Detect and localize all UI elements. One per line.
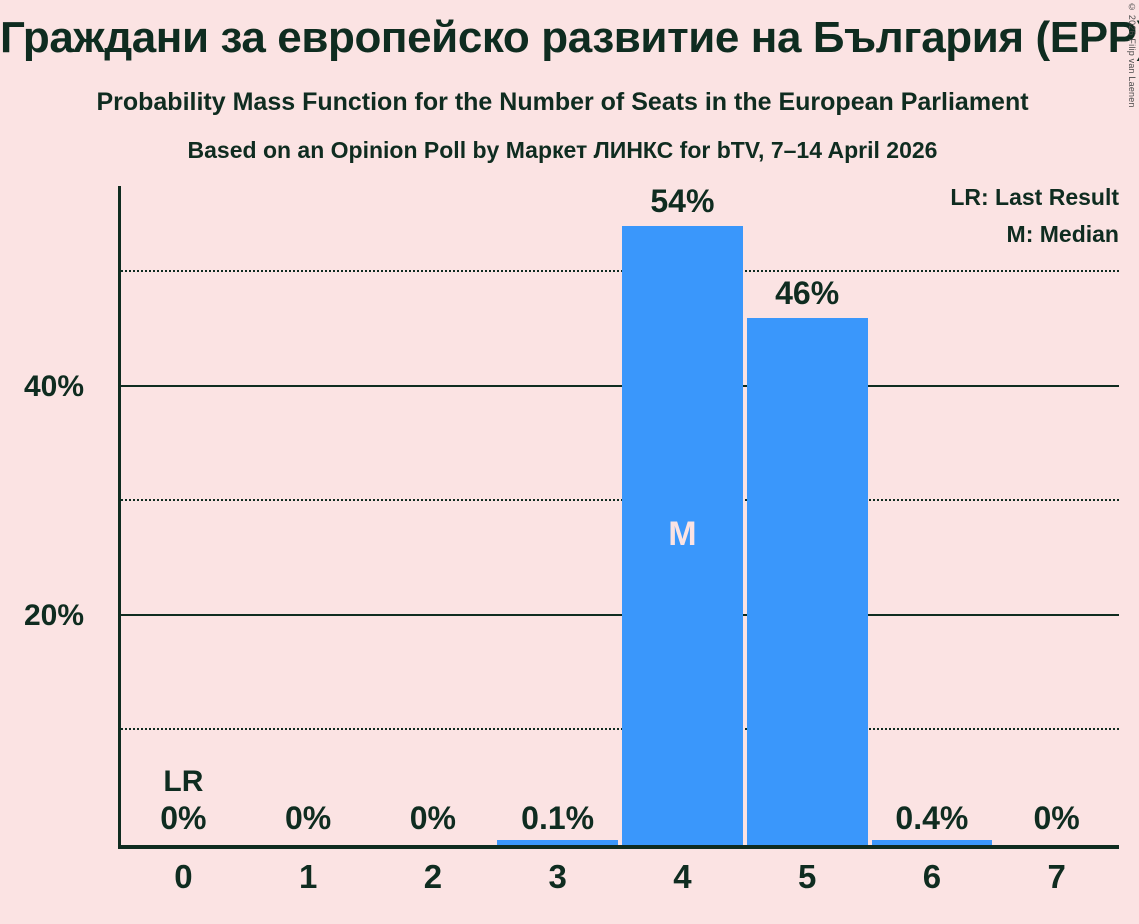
gridline-10 bbox=[118, 728, 1119, 731]
x-tick-label-0: 0 bbox=[174, 858, 193, 895]
gridline-30 bbox=[118, 499, 1119, 502]
bar-value-label-7: 0% bbox=[1033, 800, 1080, 836]
gridline-50 bbox=[118, 269, 1119, 272]
gridline-40 bbox=[118, 384, 1119, 387]
legend-item-median: M: Median bbox=[1006, 221, 1119, 247]
bar-value-label-1: 0% bbox=[285, 800, 332, 836]
plot-area: 20% 40% 0% LR 0% 0% 0.1% 54% M 46% 0.4% 0% bbox=[24, 183, 1119, 849]
chart-subtitle-source: Based on an Opinion Poll by Маркет ЛИНКС… bbox=[187, 137, 938, 163]
bar-value-label-6: 0.4% bbox=[895, 800, 969, 836]
bar-group-4[interactable]: 54% M bbox=[620, 183, 745, 845]
x-tick-label-1: 1 bbox=[298, 858, 318, 895]
last-result-marker: LR bbox=[163, 765, 204, 798]
y-axis-line bbox=[118, 186, 121, 849]
bar-group-7[interactable]: 0% bbox=[994, 186, 1119, 845]
chart-legend: LR: Last Result M: Median bbox=[950, 186, 1119, 260]
x-tick-label-5: 5 bbox=[797, 858, 817, 895]
chart-title: Граждани за европейско развитие на Бълга… bbox=[0, 13, 1139, 62]
bar-group-6[interactable]: 0.4% bbox=[870, 186, 995, 845]
bar-value-label-2: 0% bbox=[409, 800, 456, 836]
bar-group-3[interactable]: 0.1% bbox=[495, 186, 620, 845]
bar-group-1[interactable]: 0% bbox=[246, 186, 371, 845]
legend-item-last-result: LR: Last Result bbox=[950, 184, 1119, 210]
x-tick-label-7: 7 bbox=[1047, 858, 1066, 895]
copyright-notice: © 2026 Filip van Laenen bbox=[1127, 2, 1137, 108]
bar-value-label-0: 0% bbox=[160, 800, 207, 836]
x-tick-label-3: 3 bbox=[548, 858, 567, 895]
bar-value-label-4: 54% bbox=[650, 183, 715, 220]
chart-subtitle-primary: Probability Mass Function for the Number… bbox=[96, 88, 1029, 116]
bar-value-label-3: 0.1% bbox=[521, 800, 595, 836]
x-tick-label-2: 2 bbox=[423, 858, 443, 895]
bar-group-5[interactable]: 46% bbox=[745, 186, 870, 845]
bar-6[interactable] bbox=[871, 840, 993, 845]
x-axis-line bbox=[118, 845, 1119, 849]
x-tick-label-6: 6 bbox=[922, 858, 942, 895]
bar-3[interactable] bbox=[497, 840, 618, 845]
bar-series: 0% LR 0% 0% 0.1% 54% M 46% 0.4% 0% bbox=[121, 183, 1119, 845]
x-axis-ticks: 0 1 2 3 4 5 6 7 bbox=[118, 858, 1119, 918]
bar-4[interactable] bbox=[622, 226, 743, 845]
median-marker: M bbox=[668, 515, 697, 554]
y-tick-label-40: 40% bbox=[23, 369, 84, 403]
bar-group-2[interactable]: 0% bbox=[371, 186, 496, 845]
gridline-20 bbox=[118, 613, 1119, 616]
y-tick-label-20: 20% bbox=[23, 598, 84, 632]
bar-group-0[interactable]: 0% LR bbox=[121, 186, 246, 845]
bar-5[interactable] bbox=[746, 317, 868, 845]
bar-value-label-5: 46% bbox=[775, 274, 840, 311]
x-tick-label-4: 4 bbox=[673, 858, 692, 895]
